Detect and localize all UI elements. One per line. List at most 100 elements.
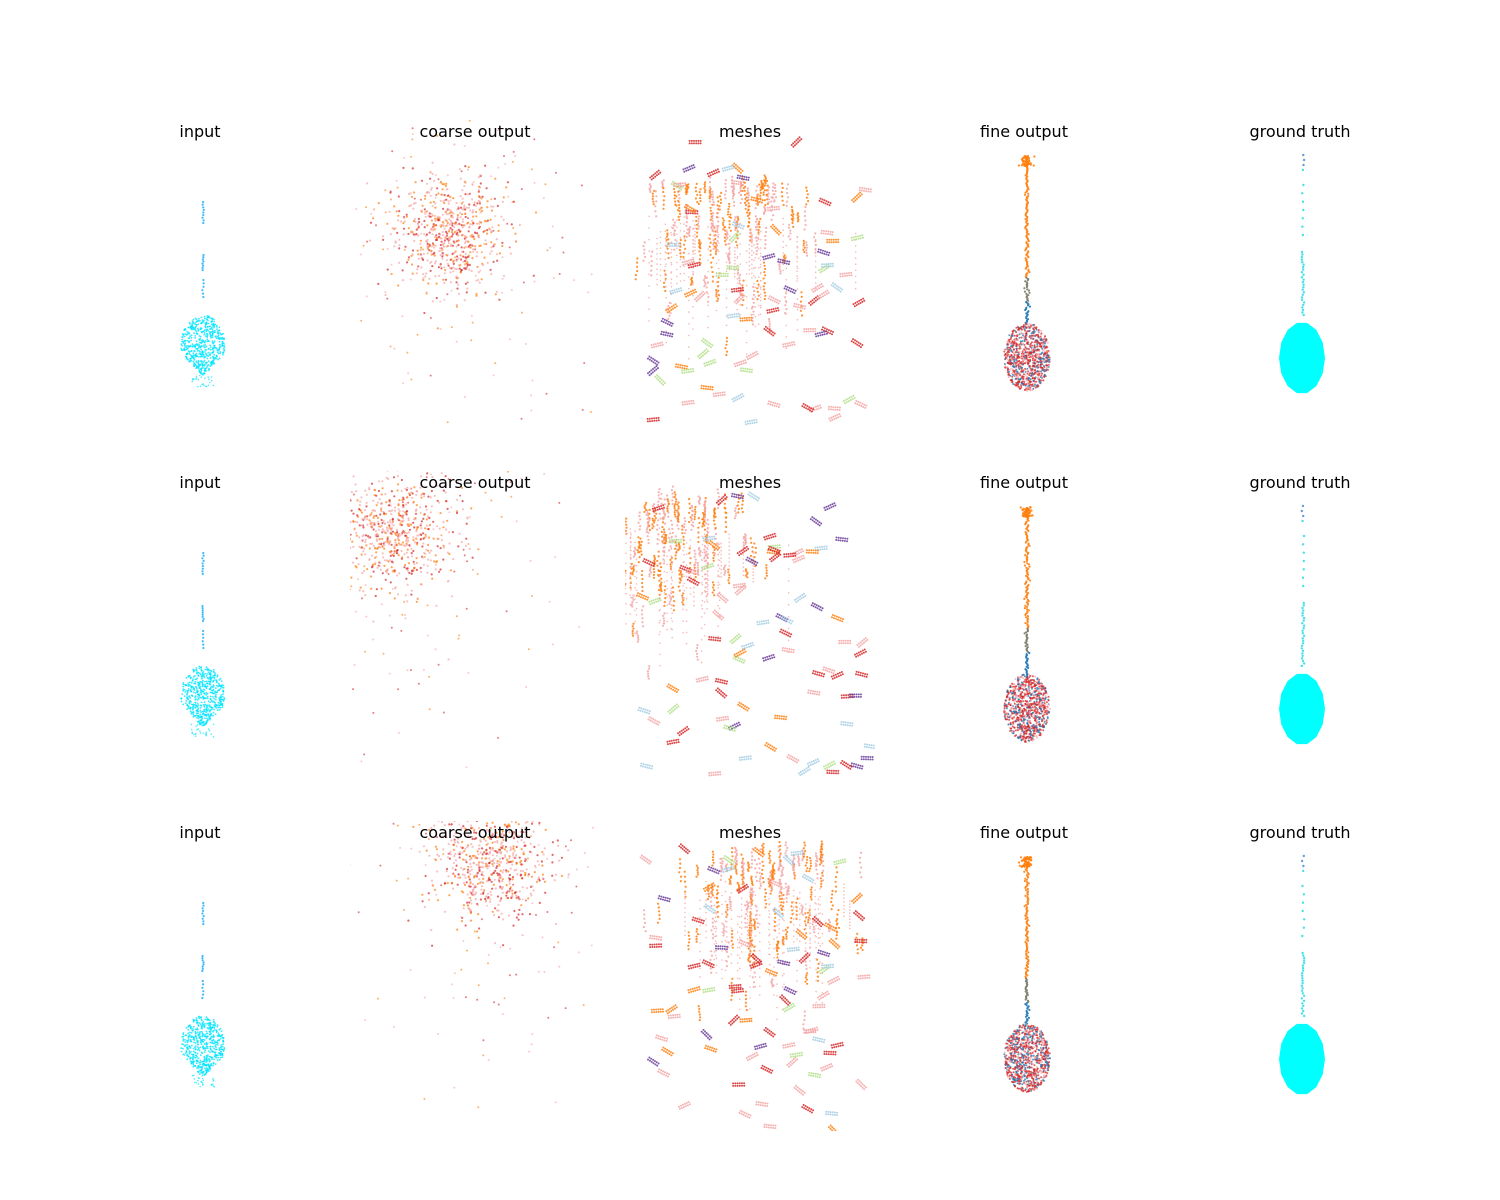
- mesh-point: [685, 295, 688, 298]
- input-point: [209, 695, 212, 698]
- coarse-point: [429, 201, 432, 204]
- mesh-point: [781, 186, 784, 189]
- fine-point: [1035, 333, 1038, 336]
- fine-point: [1047, 349, 1050, 352]
- mesh-point: [852, 197, 855, 200]
- coarse-point: [471, 211, 474, 214]
- mesh-point: [818, 284, 821, 287]
- mesh-point: [846, 274, 849, 277]
- coarse-point: [581, 408, 584, 411]
- mesh-point: [663, 318, 666, 321]
- mesh-point: [668, 335, 671, 337]
- fine-point: [1010, 345, 1013, 348]
- mesh-point: [739, 168, 742, 171]
- mesh-point: [719, 394, 722, 397]
- mesh-point: [711, 173, 714, 176]
- input-point: [180, 343, 183, 346]
- mesh-point: [682, 184, 685, 187]
- mesh-point: [759, 189, 762, 192]
- mesh-point: [821, 252, 824, 255]
- mesh-point: [672, 218, 675, 221]
- coarse-point: [389, 345, 392, 348]
- mesh-point: [854, 235, 857, 238]
- coarse-point: [431, 300, 434, 303]
- coarse-point: [422, 248, 424, 251]
- coarse-point: [409, 192, 412, 195]
- mesh-point: [818, 269, 821, 272]
- mesh-point: [786, 196, 790, 199]
- coarse-point: [408, 205, 411, 208]
- input-point: [202, 282, 205, 285]
- mesh-point: [705, 286, 708, 289]
- mesh-point: [742, 367, 745, 370]
- fine-point: [1018, 345, 1021, 348]
- coarse-point: [292, 182, 294, 184]
- fine-point: [1034, 368, 1037, 371]
- mesh-point: [679, 258, 682, 261]
- fine-point: [1008, 370, 1011, 373]
- fine-point: [1034, 383, 1036, 386]
- mesh-point: [816, 298, 819, 301]
- mesh-point: [850, 274, 853, 277]
- input-point: [218, 338, 221, 341]
- mesh-point: [617, 198, 619, 200]
- coarse-point: [297, 192, 299, 194]
- mesh-point: [745, 341, 748, 344]
- mesh-point: [666, 247, 669, 250]
- mesh-point: [652, 200, 655, 203]
- input-point: [192, 352, 195, 355]
- input-point: [212, 688, 215, 691]
- input-point: [200, 376, 203, 378]
- mesh-point: [652, 361, 655, 364]
- mesh-point: [693, 142, 695, 145]
- coarse-point: [420, 256, 423, 259]
- input-point: [188, 350, 191, 353]
- mesh-point: [729, 253, 731, 256]
- coarse-point: [444, 269, 447, 272]
- coarse-point: [446, 174, 449, 177]
- mesh-point: [717, 259, 720, 261]
- mesh-point: [765, 226, 768, 229]
- coarse-point: [470, 339, 473, 342]
- fine-point: [1034, 362, 1037, 365]
- fine-point: [1005, 355, 1008, 358]
- truth-point: [1300, 271, 1304, 274]
- mesh-point: [662, 331, 665, 334]
- mesh-point: [721, 391, 724, 394]
- input-point: [202, 214, 205, 217]
- fine-point: [1009, 347, 1012, 350]
- fine-point: [1038, 372, 1041, 375]
- fine-point: [1028, 305, 1032, 308]
- mesh-point: [710, 171, 713, 173]
- coarse-point: [464, 256, 467, 259]
- mesh-point: [723, 236, 726, 239]
- mesh-point: [772, 182, 775, 185]
- input-point: [198, 347, 200, 349]
- mesh-point: [711, 280, 714, 283]
- coarse-point: [465, 258, 468, 261]
- fine-point: [1046, 356, 1049, 359]
- input-point: [206, 692, 209, 695]
- mesh-point: [692, 270, 694, 273]
- mesh-point: [692, 258, 695, 261]
- mesh-point: [766, 198, 769, 201]
- mesh-point: [755, 253, 758, 256]
- mesh-point: [683, 251, 685, 254]
- coarse-point: [461, 220, 464, 223]
- fine-point: [1017, 351, 1020, 354]
- mesh-point: [690, 139, 693, 142]
- mesh-point: [720, 272, 723, 275]
- fine-point: [1038, 364, 1041, 367]
- input-point: [209, 348, 212, 351]
- mesh-point: [736, 297, 739, 300]
- mesh-point: [863, 299, 866, 302]
- mesh-point: [673, 185, 676, 188]
- coarse-point: [443, 194, 446, 197]
- fine-point: [1023, 373, 1025, 376]
- mesh-point: [657, 173, 660, 175]
- mesh-point: [676, 240, 678, 242]
- mesh-point: [796, 257, 799, 259]
- mesh-point: [760, 179, 763, 182]
- input-point: [195, 714, 198, 717]
- mesh-point: [782, 258, 784, 260]
